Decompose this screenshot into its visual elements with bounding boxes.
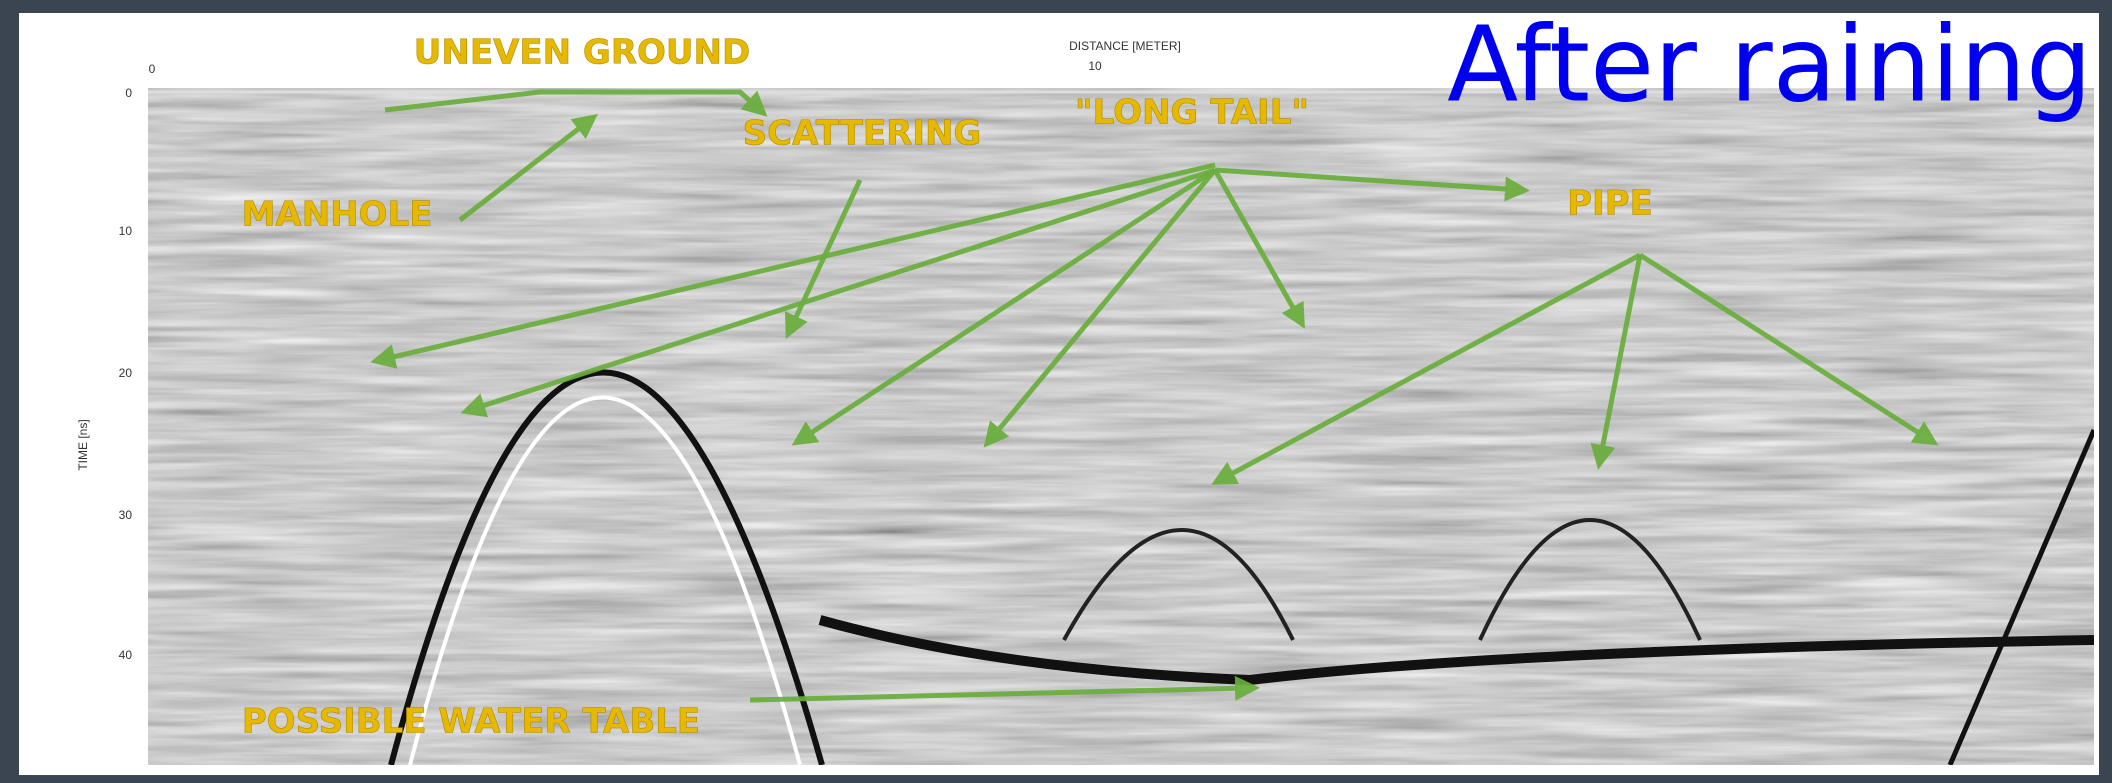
annotation: "LONG TAIL"	[1075, 93, 1309, 133]
y-tick-label: 10	[119, 224, 133, 238]
x-axis-title: DISTANCE [METER]	[1069, 39, 1181, 53]
y-axis-title: TIME [ns]	[76, 419, 90, 470]
title: After raining	[1447, 3, 2092, 125]
annotation: SCATTERING	[743, 114, 982, 154]
annotation: POSSIBLE WATER TABLE	[242, 702, 700, 742]
screenshot: DISTANCE [METER] 0 10 TIME [ns] 0 10 20 …	[0, 0, 2112, 783]
y-tick-label: 30	[119, 508, 133, 522]
y-tick-label: 40	[119, 648, 133, 662]
radargram	[148, 88, 2094, 765]
y-tick-label: 0	[125, 86, 132, 100]
annotation: PIPE	[1567, 184, 1653, 224]
x-tick-label: 0	[149, 62, 156, 76]
annotation: MANHOLE	[242, 195, 433, 235]
annotation: UNEVEN GROUND	[414, 33, 750, 73]
x-tick-label: 10	[1088, 59, 1102, 73]
y-tick-label: 20	[119, 366, 133, 380]
